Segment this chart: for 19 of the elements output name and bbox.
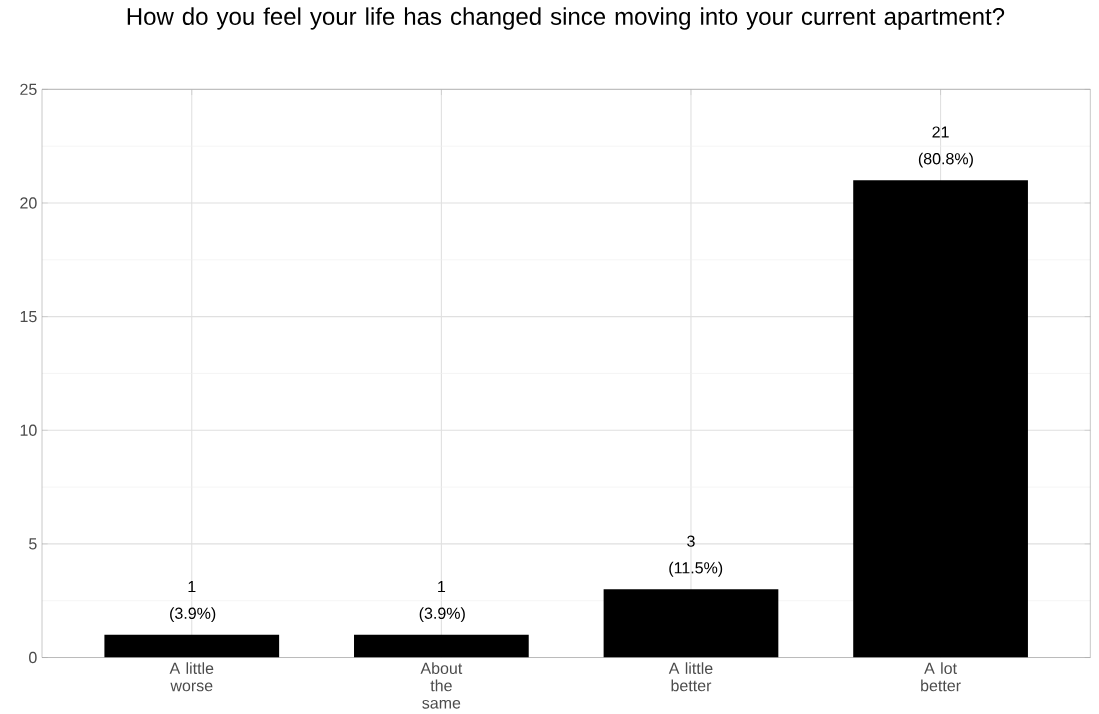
x-tick-label: A lot better xyxy=(921,662,961,692)
x-tick-label: A little worse xyxy=(169,662,214,692)
bar xyxy=(853,180,1028,658)
y-tick-label: 5 xyxy=(29,538,37,550)
data-label: 21 (80.8%) xyxy=(918,126,973,168)
bar xyxy=(104,635,280,658)
data-label: 3 (11.5%) xyxy=(669,535,723,577)
y-tick-label: 25 xyxy=(20,83,37,96)
y-tick-label: 15 xyxy=(20,311,37,323)
x-tick-label: About the same xyxy=(420,662,463,709)
data-label: 1 (3.9%) xyxy=(419,581,465,623)
data-label: 1 (3.9%) xyxy=(170,581,216,623)
y-tick-label: 20 xyxy=(20,197,37,209)
y-tick-label: 10 xyxy=(20,424,37,437)
y-tick-label: 0 xyxy=(29,652,37,664)
bar xyxy=(354,635,529,658)
chart-title: How do you feel your life has changed since moving into your current apartment? xyxy=(127,7,1005,30)
bar xyxy=(603,589,779,658)
x-tick-label: A little better xyxy=(668,662,713,692)
